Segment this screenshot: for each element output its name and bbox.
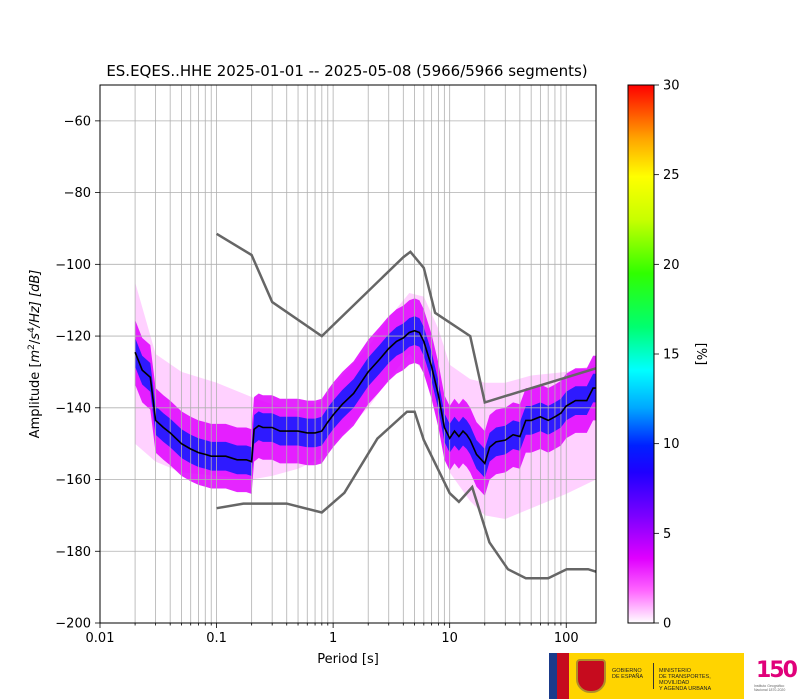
colorbar-tick-label: 20 xyxy=(663,258,680,273)
colorbar-ticks: 0 5 10 15 20 25 30 xyxy=(654,79,680,632)
ign-anniversary-logo: 150 Instituto Geográfico Nacional 1870-2… xyxy=(752,658,798,698)
y-tick-label: −60 xyxy=(64,114,91,129)
x-axis-label: Period [s] xyxy=(317,652,379,667)
chart-title: ES.EQES..HHE 2025-01-01 -- 2025-05-08 (5… xyxy=(106,62,587,80)
logo-divider xyxy=(653,663,654,689)
colorbar-tick-label: 30 xyxy=(663,79,680,94)
eu-stripe xyxy=(549,653,557,699)
plot-background xyxy=(100,85,596,623)
grid-layer xyxy=(100,85,596,623)
x-tick-label: 100 xyxy=(554,631,579,646)
y-axis-label: Amplitude [m2/s4/Hz] [dB] xyxy=(27,270,43,439)
y-tick-label: −180 xyxy=(55,545,91,560)
y-tick-label: −140 xyxy=(55,401,91,416)
median-layer xyxy=(134,329,596,465)
noise-model-layer xyxy=(215,232,596,580)
low-noise-model-line xyxy=(216,410,596,580)
x-axis: 0.01 0.1 1 10 100 xyxy=(86,623,579,646)
plot-area xyxy=(99,84,597,624)
colorbar-tick-label: 5 xyxy=(663,527,671,542)
colorbar-tick-label: 25 xyxy=(663,168,680,183)
high-noise-model-line xyxy=(215,232,596,404)
government-logo-text: GOBIERNO DE ESPAÑA xyxy=(612,668,644,680)
y-axis: −200 −180 −160 −140 −120 −100 −80 −60 xyxy=(55,114,100,632)
ign-logo-number: 150 xyxy=(756,658,798,683)
median-psd-line xyxy=(134,329,596,465)
colorbar-tick-label: 0 xyxy=(663,617,671,632)
x-tick-label: 0.01 xyxy=(86,631,115,646)
y-tick-label: −100 xyxy=(55,258,91,273)
colorbar-tick-label: 15 xyxy=(663,348,680,363)
government-logo: GOBIERNO DE ESPAÑA MINISTERIO DE TRANSPORT… xyxy=(549,653,744,699)
y-tick-label: −120 xyxy=(55,330,91,345)
ign-logo-text: Instituto Geográfico Nacional 1870-2020 xyxy=(754,684,786,692)
y-tick-label: −80 xyxy=(64,186,91,201)
colorbar-tick-label: 10 xyxy=(663,437,680,452)
x-tick-label: 1 xyxy=(329,631,337,646)
colorbar-gradient xyxy=(627,84,655,624)
colorbar-label: [%] xyxy=(693,343,708,366)
x-tick-label: 10 xyxy=(441,631,458,646)
ministry-logo-text: MINISTERIO DE TRANSPORTES, MOVILIDAD Y AGE… xyxy=(659,668,712,692)
x-tick-label: 0.1 xyxy=(206,631,227,646)
y-tick-label: −200 xyxy=(55,617,91,632)
plot-frame xyxy=(99,84,597,624)
y-tick-label: −160 xyxy=(55,473,91,488)
colorbar: 0 5 10 15 20 25 30 [%] xyxy=(627,79,708,632)
coat-of-arms-icon xyxy=(576,659,606,693)
